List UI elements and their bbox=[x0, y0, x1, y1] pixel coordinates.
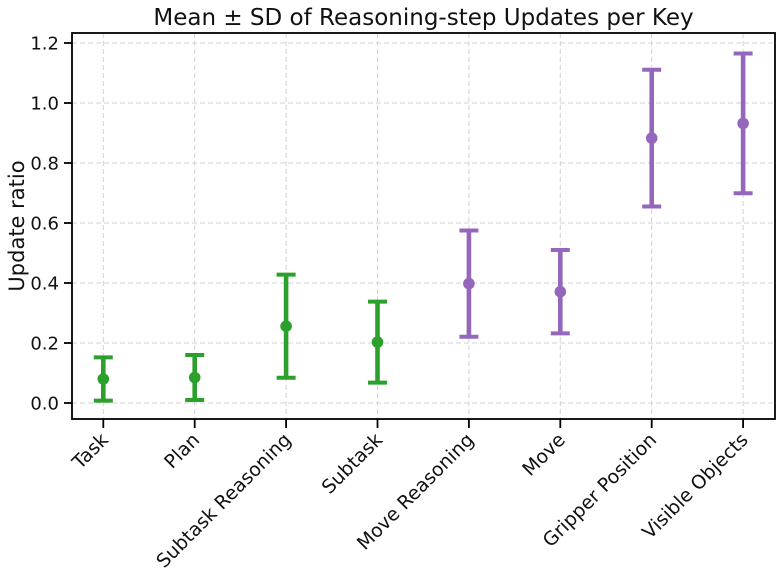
errorbar-move bbox=[550, 248, 570, 336]
y-axis-label: Update ratio bbox=[5, 160, 29, 292]
mean-marker bbox=[645, 132, 658, 144]
errorbar-plan bbox=[185, 353, 205, 402]
errorbar-subtask-reasoning bbox=[276, 272, 296, 380]
x-tick-label-task: Task bbox=[68, 429, 113, 474]
y-tick-label-1.2: 1.2 bbox=[30, 34, 59, 55]
y-tick-label-0.2: 0.2 bbox=[30, 334, 59, 355]
y-tick-label-0.0: 0.0 bbox=[30, 394, 59, 415]
errorbar-visible-objects bbox=[733, 51, 753, 196]
y-tick-label-0.4: 0.4 bbox=[30, 274, 59, 295]
mean-marker bbox=[371, 336, 384, 348]
y-tick-label-0.6: 0.6 bbox=[30, 214, 59, 235]
y-tick-label-1.0: 1.0 bbox=[30, 94, 59, 115]
plot-border bbox=[71, 32, 776, 420]
x-tick-label-plan: Plan bbox=[160, 429, 204, 473]
chart-title: Mean ± SD of Reasoning-step Updates per … bbox=[153, 5, 694, 31]
errorbar-move-reasoning bbox=[459, 228, 479, 339]
x-tick-label-move: Move bbox=[518, 429, 570, 481]
mean-marker bbox=[554, 285, 567, 298]
mean-marker bbox=[737, 117, 749, 130]
errorbar-subtask bbox=[368, 299, 387, 385]
mean-marker bbox=[97, 373, 110, 385]
errorbar-task bbox=[93, 355, 113, 403]
x-tick-label-subtask: Subtask bbox=[318, 429, 387, 498]
mean-marker bbox=[280, 320, 292, 333]
y-tick-label-0.8: 0.8 bbox=[30, 154, 59, 175]
errorbar-gripper-position bbox=[642, 67, 662, 209]
mean-marker bbox=[463, 277, 475, 290]
mean-marker bbox=[188, 371, 201, 384]
